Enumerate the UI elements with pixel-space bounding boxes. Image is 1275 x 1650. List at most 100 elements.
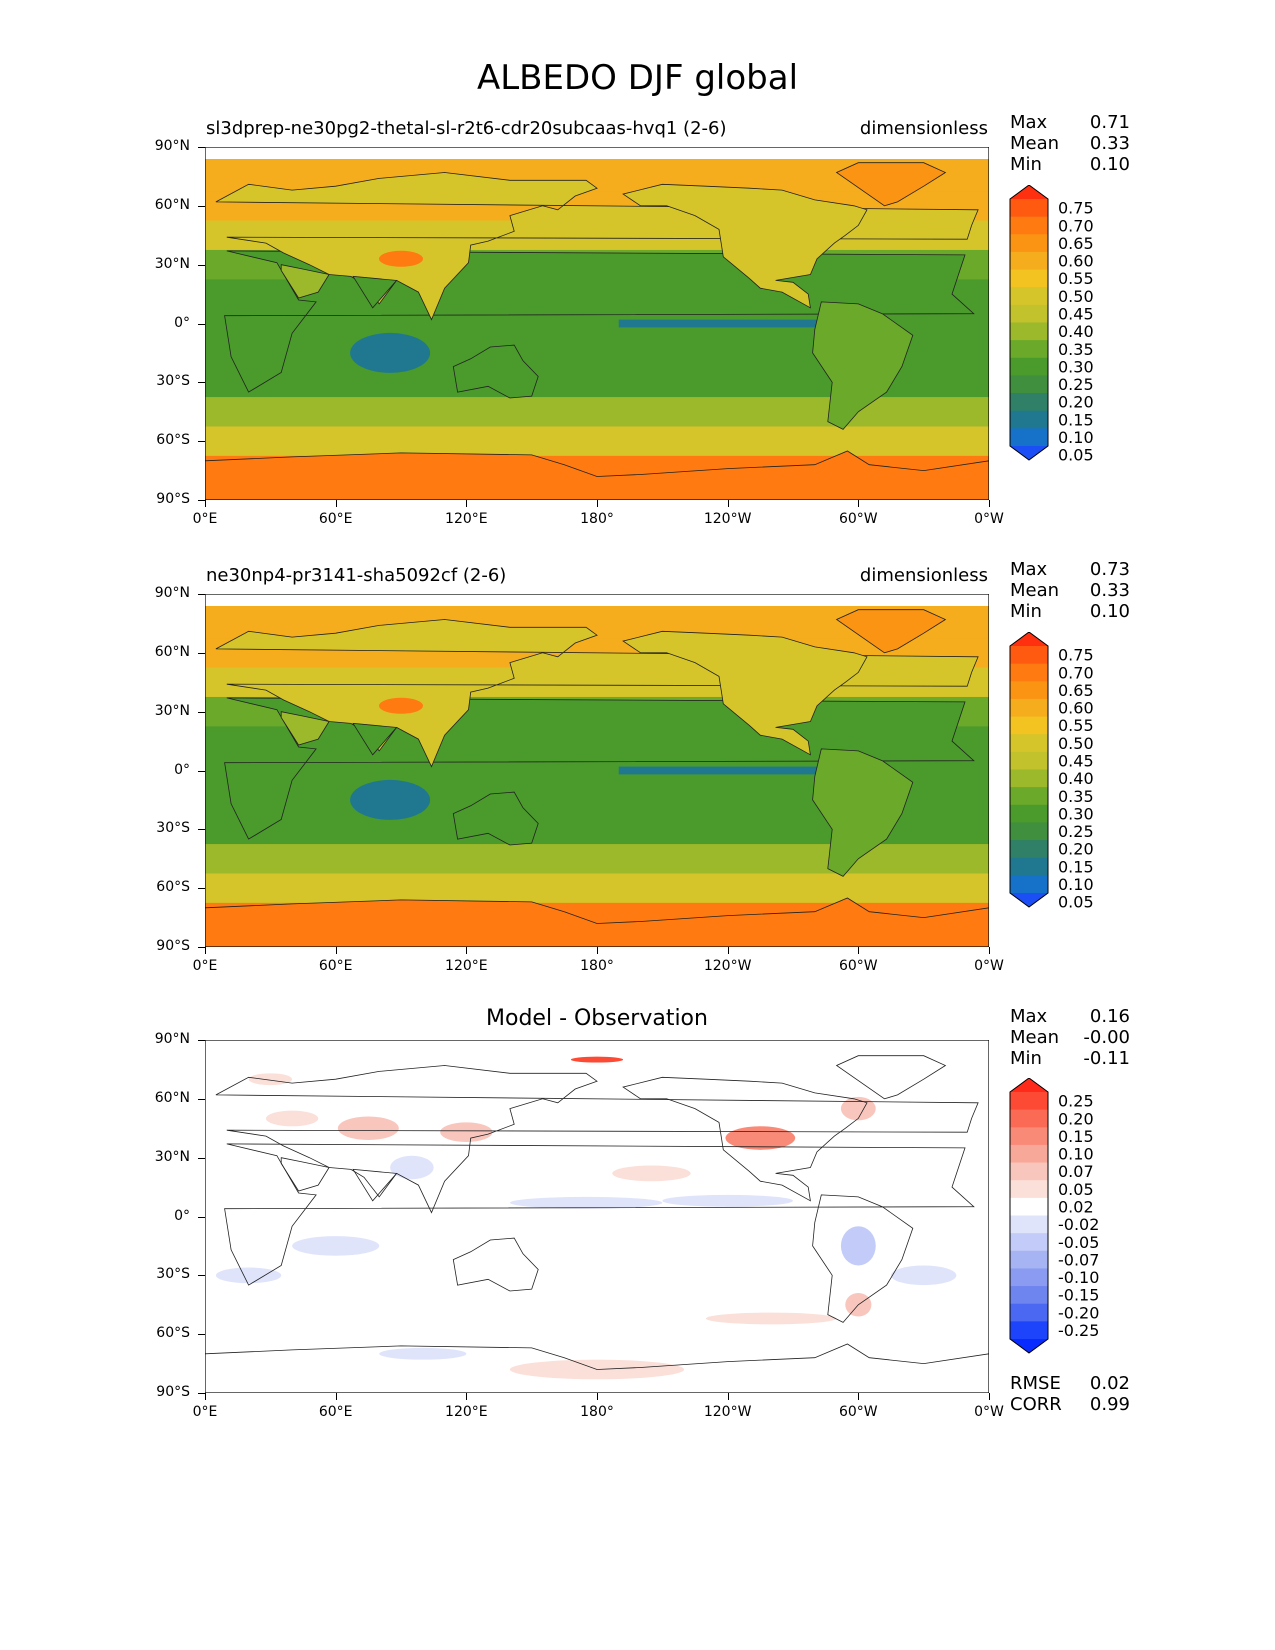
continent-samerica [812, 748, 914, 877]
y-tick-label: 30°S [156, 820, 190, 837]
y-tick-mark [198, 594, 205, 595]
stat-value-mean: 0.33 [1089, 580, 1130, 601]
colorbar-outline [1009, 1078, 1049, 1354]
colorbar-tick-label: -0.05 [1058, 1233, 1099, 1252]
figure-title: ALBEDO DJF global [476, 58, 799, 98]
stat-label-mean: Mean [1010, 133, 1060, 154]
y-tick-label: 0° [174, 1207, 190, 1224]
y-tick-mark [198, 652, 205, 654]
x-tick-mark [989, 500, 990, 507]
panel-3-colorbar: 0.250.200.150.100.070.050.02-0.02-0.05-0… [1009, 1078, 1099, 1354]
colorbar-tick-label: -0.07 [1058, 1250, 1099, 1269]
y-tick-mark [198, 323, 205, 325]
colorbar-tick-label: 0.07 [1058, 1162, 1094, 1181]
y-tick-label: 60°S [156, 432, 190, 449]
x-tick-mark [597, 1393, 598, 1400]
colorbar-tick-label: 0.25 [1058, 822, 1094, 841]
colorbar-tick-label: 0.15 [1058, 1127, 1094, 1146]
x-tick-mark [335, 500, 337, 507]
stat-label-max: Max [1010, 1006, 1048, 1027]
y-tick-label: 60°S [156, 1325, 190, 1342]
colorbar-segment [1010, 1109, 1048, 1128]
colorbar-segment [1010, 375, 1048, 394]
y-tick-mark [198, 947, 205, 948]
colorbar-segment [1010, 663, 1048, 682]
colorbar-tick-label: -0.20 [1058, 1303, 1099, 1322]
y-tick-label: 90°N [154, 585, 190, 601]
continent-india [352, 275, 398, 309]
y-tick-mark [198, 1157, 205, 1159]
stat-label-min: Min [1010, 154, 1042, 175]
colorbar-tick-label: 0.55 [1058, 716, 1094, 735]
stat-label-min: Min [1010, 1048, 1042, 1069]
colorbar-segment [1010, 340, 1048, 359]
stat-value-mean: -0.00 [1083, 1027, 1130, 1048]
colorbar-segment [1010, 216, 1048, 235]
anomaly-region [292, 1236, 380, 1256]
y-tick-mark [198, 205, 205, 207]
x-tick-label: 60°E [318, 1404, 353, 1420]
colorbar-tick-label: 0.70 [1058, 663, 1094, 682]
colorbar-tick-label: 0.30 [1058, 357, 1094, 376]
colorbar-segment [1010, 251, 1048, 271]
anomaly-region [337, 1116, 399, 1141]
colorbar-outline [1009, 185, 1049, 461]
colorbar-segment [1010, 1180, 1048, 1199]
stat-value-mean: 0.33 [1089, 133, 1130, 154]
x-tick-label: 60°E [318, 958, 353, 974]
diff-background [205, 1040, 989, 1393]
colorbar-tick-label: 0.45 [1058, 752, 1094, 771]
x-tick-mark [335, 1393, 337, 1400]
x-tick-label: 60°W [838, 958, 878, 974]
x-tick-label: 120°W [703, 1404, 752, 1420]
colorbar-segment [1010, 1233, 1048, 1252]
colorbar-segment [1010, 1250, 1048, 1269]
anomaly-region [705, 1312, 837, 1325]
x-tick-mark [597, 947, 598, 954]
continent-australia [452, 344, 539, 399]
y-tick-mark [198, 264, 205, 266]
continent-antarctica [205, 897, 989, 947]
stat-label-min: Min [1010, 601, 1042, 622]
colorbar-extend-min [1010, 893, 1048, 907]
continent-greenland [835, 162, 947, 207]
colorbar-segment [1010, 393, 1048, 412]
x-tick-label: 0°E [192, 1404, 218, 1420]
colorbar-tick-label: 0.65 [1058, 234, 1094, 253]
colorbar-tick-label: -0.15 [1058, 1286, 1099, 1305]
colorbar-tick-label: 0.20 [1058, 1109, 1094, 1128]
anomaly-region [215, 1267, 282, 1284]
colorbar-segment [1010, 410, 1048, 429]
colorbar-segment [1010, 287, 1048, 306]
colorbar-segment [1010, 787, 1048, 806]
x-tick-mark [205, 500, 206, 507]
y-tick-mark [198, 829, 205, 831]
x-tick-mark [466, 947, 468, 954]
colorbar-tick-label: -0.02 [1058, 1215, 1099, 1234]
anomaly-region [440, 1122, 493, 1142]
indian-ocean-region [350, 332, 431, 373]
metric-label-corr: CORR [1010, 1394, 1062, 1415]
colorbar-segment [1010, 716, 1048, 735]
x-tick-mark [466, 1393, 468, 1400]
colorbar-tick-label: 0.05 [1058, 446, 1094, 465]
coastline-antarctica [205, 1343, 989, 1370]
anomaly-region [379, 1347, 467, 1360]
x-tick-mark [335, 947, 337, 954]
colorbar-tick-label: 0.25 [1058, 1092, 1094, 1111]
colorbar-segment [1010, 199, 1048, 218]
y-tick-mark [198, 1040, 205, 1041]
x-tick-label: 0°E [192, 511, 218, 527]
tibet-region [379, 697, 423, 714]
colorbar-segment [1010, 1303, 1048, 1322]
colorbar-tick-label: 0.10 [1058, 1145, 1094, 1164]
stat-label-mean: Mean [1010, 580, 1060, 601]
colorbar-segment [1010, 804, 1048, 823]
colorbar-segment [1010, 822, 1048, 841]
y-tick-mark [198, 1216, 205, 1218]
polar-missing [205, 594, 989, 606]
colorbar-tick-label: 0.10 [1058, 428, 1094, 447]
y-tick-label: 60°S [156, 879, 190, 896]
colorbar-segment [1010, 304, 1048, 323]
x-tick-mark [858, 500, 860, 507]
